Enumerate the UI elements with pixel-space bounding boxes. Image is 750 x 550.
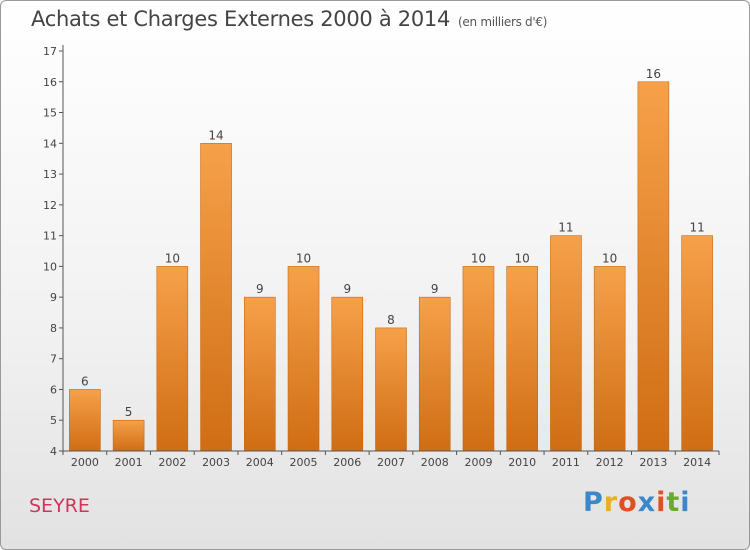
- chart-unit: (en milliers d'€): [458, 15, 548, 29]
- x-tick-label: 2006: [333, 456, 361, 469]
- bar-2009: [462, 266, 495, 452]
- bar-2001: [112, 419, 145, 452]
- y-tick-label: 15: [43, 107, 57, 120]
- bar-2006: [331, 296, 364, 452]
- data-label: 9: [431, 282, 439, 296]
- logo-letter: i: [656, 487, 667, 518]
- y-tick-label: 14: [43, 137, 57, 150]
- data-label: 14: [208, 128, 223, 142]
- data-label: 16: [646, 67, 661, 81]
- bar-2013: [637, 81, 670, 452]
- y-tick-label: 13: [43, 168, 57, 181]
- x-tick-label: 2001: [115, 456, 143, 469]
- data-label: 10: [602, 251, 617, 265]
- y-tick-label: 11: [43, 230, 57, 243]
- bar-2014: [681, 235, 713, 452]
- town-name: SEYRE: [29, 495, 90, 517]
- bar-2000: [69, 389, 101, 452]
- y-tick-label: 10: [43, 260, 57, 273]
- data-label: 11: [689, 221, 704, 235]
- x-tick-label: 2014: [683, 456, 711, 469]
- data-label: 9: [343, 282, 351, 296]
- bar-2010: [506, 266, 539, 452]
- x-tick-label: 2011: [552, 456, 580, 469]
- y-tick-label: 5: [50, 414, 57, 427]
- x-tick-label: 2010: [508, 456, 536, 469]
- chart-title: Achats et Charges Externes 2000 à 2014 (e…: [31, 7, 547, 31]
- x-tick-label: 2004: [246, 456, 274, 469]
- bar-2011: [550, 235, 582, 452]
- data-label: 10: [296, 251, 311, 265]
- y-tick-label: 4: [50, 445, 57, 458]
- x-tick-label: 2009: [464, 456, 492, 469]
- data-label: 10: [471, 251, 486, 265]
- data-label: 9: [256, 282, 264, 296]
- y-tick-label: 16: [43, 76, 57, 89]
- bar-2012: [593, 266, 626, 452]
- bar-2008: [418, 296, 451, 452]
- x-tick-label: 2008: [421, 456, 449, 469]
- logo-letter: r: [603, 487, 619, 518]
- x-tick-label: 2002: [158, 456, 186, 469]
- y-tick-label: 12: [43, 199, 57, 212]
- y-tick-label: 8: [50, 322, 57, 335]
- logo-letter: x: [637, 487, 657, 518]
- logo-letter: o: [618, 487, 638, 518]
- data-label: 8: [387, 313, 395, 327]
- x-tick-label: 2012: [596, 456, 624, 469]
- proxiti-logo: Proxiti: [583, 487, 691, 518]
- data-label: 11: [558, 221, 573, 235]
- data-label: 6: [81, 374, 89, 388]
- data-label: 5: [125, 405, 133, 419]
- bar-2004: [244, 296, 276, 452]
- logo-letter: P: [583, 487, 604, 518]
- x-tick-label: 2003: [202, 456, 230, 469]
- y-tick-label: 17: [43, 45, 57, 58]
- bar-2002: [156, 266, 189, 452]
- chart-title-text: Achats et Charges Externes 2000 à 2014: [31, 7, 451, 31]
- bar-2003: [200, 143, 232, 452]
- y-tick-label: 7: [50, 353, 57, 366]
- bar-2007: [375, 327, 407, 452]
- x-tick-label: 2013: [639, 456, 667, 469]
- data-label: 10: [165, 251, 180, 265]
- logo-letter: i: [680, 487, 691, 518]
- x-tick-label: 2005: [290, 456, 318, 469]
- y-tick-label: 9: [50, 291, 57, 304]
- bar-2005: [287, 266, 320, 452]
- data-label: 10: [515, 251, 530, 265]
- y-tick-label: 6: [50, 383, 57, 396]
- x-tick-label: 2007: [377, 456, 405, 469]
- x-tick-label: 2000: [71, 456, 99, 469]
- logo-letter: t: [666, 487, 681, 518]
